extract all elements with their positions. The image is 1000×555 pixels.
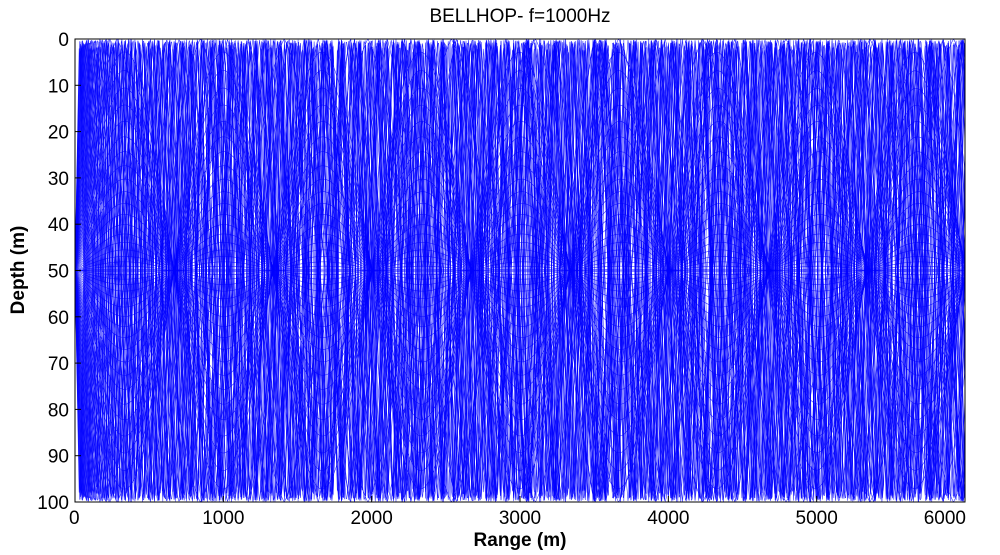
ray-line bbox=[75, 39, 965, 502]
ray-line bbox=[75, 120, 965, 421]
ray-line bbox=[75, 39, 965, 502]
x-tick-label: 3000 bbox=[499, 508, 541, 529]
ray-line bbox=[75, 39, 965, 502]
ray-line bbox=[75, 40, 965, 502]
x-axis-label: Range (m) bbox=[474, 530, 567, 551]
ray-line bbox=[75, 39, 965, 502]
ray-line bbox=[75, 42, 965, 498]
ray-series bbox=[75, 39, 965, 502]
x-tick-label: 6000 bbox=[924, 508, 966, 529]
ray-line bbox=[75, 39, 965, 502]
y-tick-label: 70 bbox=[48, 354, 69, 375]
ray-line bbox=[75, 39, 965, 502]
y-axis-label: Depth (m) bbox=[8, 226, 29, 315]
y-tick-label: 100 bbox=[37, 493, 69, 514]
y-tick-label: 40 bbox=[48, 215, 69, 236]
y-tick-label: 50 bbox=[48, 262, 69, 283]
y-tick-label: 10 bbox=[48, 76, 69, 97]
x-tick-label: 1000 bbox=[202, 508, 244, 529]
x-tick-label: 5000 bbox=[796, 508, 838, 529]
chart-title: BELLHOP- f=1000Hz bbox=[429, 6, 610, 27]
ray-line bbox=[75, 46, 965, 495]
x-axis: 0 1000 2000 3000 4000 5000 6000 bbox=[69, 496, 966, 529]
x-tick-label: 0 bbox=[69, 508, 80, 529]
y-axis: 0 10 20 30 40 50 60 70 80 90 100 bbox=[37, 30, 81, 514]
x-tick-label: 2000 bbox=[351, 508, 393, 529]
ray-line bbox=[75, 178, 965, 363]
plot-area bbox=[74, 38, 966, 503]
y-tick-label: 0 bbox=[58, 30, 69, 51]
y-tick-label: 60 bbox=[48, 308, 69, 329]
y-tick-label: 30 bbox=[48, 169, 69, 190]
y-tick-label: 20 bbox=[48, 123, 69, 144]
y-tick-label: 90 bbox=[48, 447, 69, 468]
ray-line bbox=[75, 42, 965, 499]
x-tick-label: 4000 bbox=[647, 508, 689, 529]
ray-line bbox=[75, 242, 965, 299]
y-tick-label: 80 bbox=[48, 400, 69, 421]
